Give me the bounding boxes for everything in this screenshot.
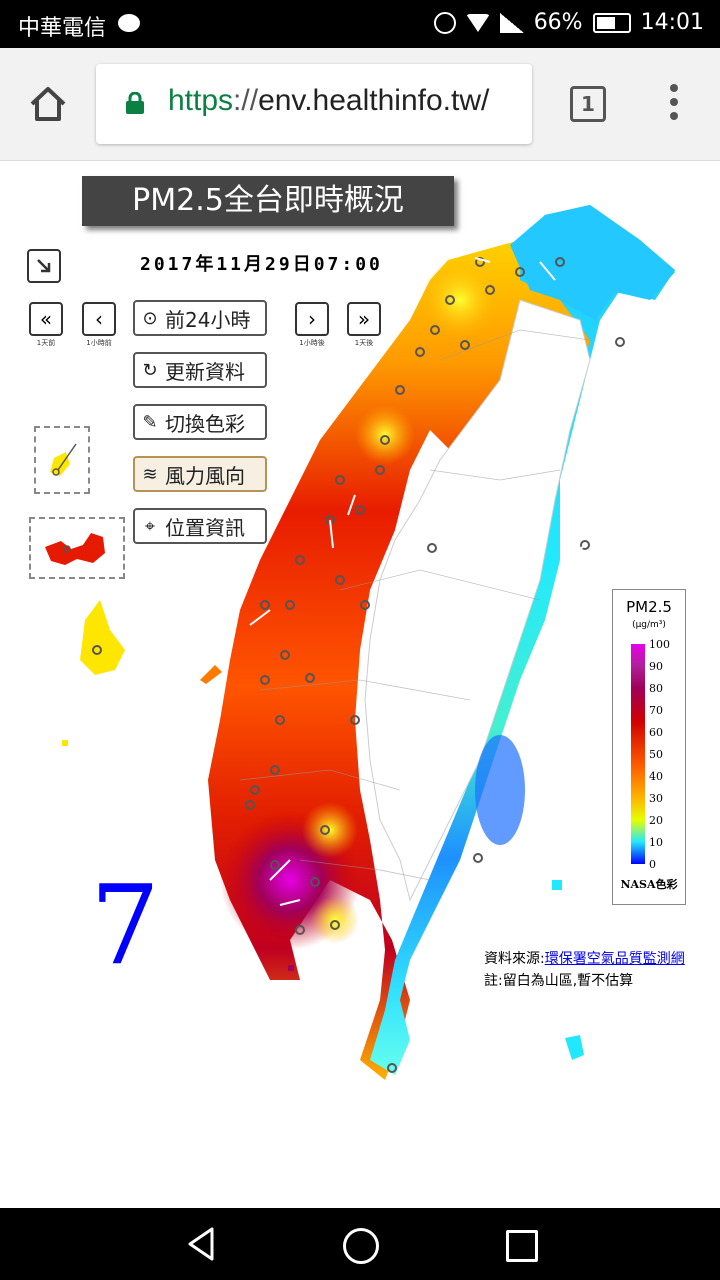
map-pin-icon: ⌖ [144,515,156,537]
source-label: 資料來源: [484,951,545,967]
switch-color-button[interactable]: ✎ 切換色彩 [133,404,267,440]
legend-tick: 10 [649,836,663,849]
big-number-annotation: 7 [90,861,160,989]
prev-hour-label: 1小時前 [86,339,112,347]
play-circle-icon: ⊙ [142,307,158,329]
legend-tick: 30 [649,792,663,805]
mountain-blank-area [364,299,591,902]
url-text: https://env.healthinfo.tw/ [168,84,489,118]
next-day-label: 1天後 [354,339,374,347]
orchid-island [565,1035,584,1060]
kinmen-inset-box[interactable] [29,517,125,579]
prev-hour-button[interactable]: ‹ [82,302,116,336]
wind-arrows [249,257,586,906]
tab-switcher-button[interactable]: 1 [570,86,606,122]
legend-footer: NASA色彩 [620,878,678,891]
lock-icon [126,92,144,114]
hotspot-yellow [420,260,500,340]
refresh-icon: ↻ [142,359,158,381]
legend-tick: 50 [649,748,663,761]
home-icon[interactable] [26,82,70,126]
next-hour-button[interactable]: › [295,302,329,336]
battery-icon [592,12,631,33]
data-source-info: 資料來源:環保署空氣品質監測網 註:留白為山區,暫不估算 [484,948,685,992]
legend-tick: 40 [649,770,663,783]
prev-24h-label: 前24小時 [165,307,251,332]
next-hour-label: 1小時後 [299,339,325,347]
kinmen-inset-map [45,533,105,565]
blue-zone [475,735,525,845]
penghu-inset-map [50,443,77,476]
url-scheme: https [168,84,234,117]
status-icons: 66% 14:01 [433,10,704,35]
taiwan-pm25-map[interactable] [0,160,720,1210]
prev-24h-button[interactable]: ⊙ 前24小時 [133,300,267,336]
green-island [552,880,562,890]
penghu-inset-box[interactable] [34,426,90,494]
east-coast-region [370,205,675,1075]
legend-tick: 100 [649,638,670,651]
legend-title: PM2.5 [626,598,672,616]
legend-tick: 90 [649,660,663,673]
legend-tick: 60 [649,726,663,739]
location-info-button[interactable]: ⌖ 位置資訊 [133,508,267,544]
north-region [510,205,675,320]
browser-toolbar: https://env.healthinfo.tw/ 1 [0,48,720,161]
chat-notification-icon [118,14,140,32]
back-icon[interactable] [186,1226,216,1262]
wind-label: 風力風向 [165,463,245,488]
islet [288,965,294,971]
legend-tick: 20 [649,814,663,827]
next-day-button[interactable]: » [347,302,381,336]
wind-icon: ≋ [142,463,158,485]
county-borders [239,329,591,881]
system-nav-bar [0,1208,720,1280]
legend-tick: 70 [649,704,663,717]
home-nav-icon[interactable] [343,1228,379,1264]
overflow-menu-icon[interactable] [664,84,684,124]
signal-icon [499,12,524,33]
wind-toggle-button[interactable]: ≋ 風力風向 [133,456,267,492]
url-separator: :// [233,84,259,117]
location-label: 位置資訊 [165,515,245,540]
penghu-islands [80,600,125,675]
carrier-name: 中華電信 [18,16,107,41]
legend-unit: (μg/m³) [632,620,666,630]
islet [62,740,68,746]
page-title: PM2.5全台即時概況 [82,176,454,226]
brush-icon: ✎ [142,411,158,433]
legend-tick: 0 [649,858,656,871]
refresh-data-button[interactable]: ↻ 更新資料 [133,352,267,388]
pm25-color-legend: PM2.5 (μg/m³) 100 90 80 70 60 50 40 30 20 10 0 NAS… [612,589,686,905]
url-host: env.healthinfo.tw/ [258,84,490,117]
source-line: 資料來源:環保署空氣品質監測網 [484,948,685,970]
collapse-panel-button[interactable] [27,249,61,283]
islet [200,665,222,684]
data-timestamp: 2017年11月29日07:00 [140,254,383,275]
legend-color-bar [631,644,645,864]
switch-color-label: 切換色彩 [165,411,245,436]
mountain-note: 註:留白為山區,暫不估算 [484,973,634,989]
prev-day-label: 1天前 [36,339,56,347]
source-link[interactable]: 環保署空氣品質監測網 [544,951,685,967]
refresh-label: 更新資料 [165,359,245,384]
status-bar: 中華電信 66% 14:01 [0,0,720,48]
legend-tick: 80 [649,682,663,695]
battery-fill [596,16,616,29]
prev-day-button[interactable]: « [29,302,63,336]
clock: 14:01 [640,10,704,35]
address-bar[interactable]: https://env.healthinfo.tw/ [96,64,532,144]
wifi-icon [465,13,490,32]
alarm-icon [433,11,456,34]
battery-percent: 66% [533,10,583,35]
recent-apps-icon[interactable] [506,1230,538,1262]
